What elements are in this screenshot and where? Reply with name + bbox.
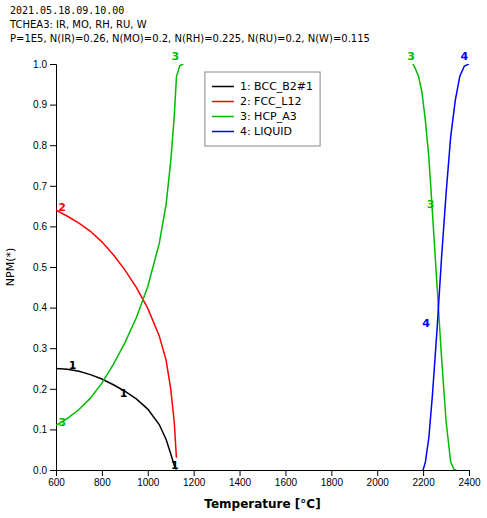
legend-label: 1: BCC_B2#1 <box>240 80 313 93</box>
tick-label: 0.0 <box>33 465 47 476</box>
tick: 800 <box>94 470 111 488</box>
tick-label: 800 <box>94 477 111 488</box>
axis-line <box>57 471 470 477</box>
tick: 0.8 <box>33 140 56 151</box>
tick: 0.5 <box>33 262 56 273</box>
chart: 2021.05.18.09.10.00 TCHEA3: IR, MO, RH, R… <box>0 0 487 518</box>
tick: 0.0 <box>33 465 56 476</box>
tick: 600 <box>48 470 65 488</box>
tick: 0.2 <box>33 384 56 395</box>
y-axis-title: NPM(*) <box>4 248 17 286</box>
tick-mark <box>331 470 332 476</box>
tick-mark <box>285 470 286 476</box>
series-line <box>56 369 176 470</box>
tick-mark <box>50 429 56 430</box>
tick-label: 0.1 <box>33 424 47 435</box>
tick-mark <box>50 105 56 106</box>
tick-mark <box>50 145 56 146</box>
tick: 0.7 <box>33 181 56 192</box>
legend-label: 3: HCP_A3 <box>240 110 297 123</box>
tick: 0.4 <box>33 302 56 313</box>
tick-label: 0.7 <box>33 181 47 192</box>
tick-mark <box>377 470 378 476</box>
subtitle: P=1E5, N(IR)=0.26, N(MO)=0.2, N(RH)=0.22… <box>10 33 370 44</box>
tick-label: 2400 <box>458 477 481 488</box>
curve-label: 2 <box>58 201 66 214</box>
tick: 1600 <box>275 470 298 488</box>
legend-label: 2: FCC_L12 <box>240 95 302 108</box>
tick: 0.3 <box>33 343 56 354</box>
tick-mark <box>50 267 56 268</box>
legend: 1: BCC_B2#1 2: FCC_L12 3: HCP_A3 4: LIQUID <box>205 72 320 146</box>
legend-box <box>205 72 320 146</box>
tick-label: 2000 <box>367 477 390 488</box>
tick: 2000 <box>367 470 390 488</box>
tick-mark <box>50 389 56 390</box>
tick: 0.9 <box>33 99 56 110</box>
curve-label: 3 <box>171 50 179 63</box>
tick-mark <box>50 470 56 471</box>
subtitle: TCHEA3: IR, MO, RH, RU, W <box>9 19 147 30</box>
tick: 2400 <box>458 470 481 488</box>
tick: 1800 <box>321 470 344 488</box>
tick-mark <box>240 470 241 476</box>
tick-mark <box>102 470 103 476</box>
tick-mark <box>50 308 56 309</box>
legend-swatch <box>212 131 234 133</box>
tick-label: 0.3 <box>33 343 47 354</box>
tick-mark <box>423 470 424 476</box>
tick-label: 1200 <box>183 477 206 488</box>
legend-label: 4: LIQUID <box>240 125 292 138</box>
legend-swatch <box>212 101 234 103</box>
tick-label: 2200 <box>412 477 435 488</box>
axis-line <box>50 65 57 471</box>
tick-label: 0.8 <box>33 140 47 151</box>
tick-label: 1400 <box>229 477 252 488</box>
curve-label: 3 <box>407 50 415 63</box>
tick-mark <box>50 64 56 65</box>
curve-label: 4 <box>461 50 469 63</box>
curve-label: 3 <box>59 416 67 429</box>
curve-label: 1 <box>171 459 179 472</box>
tick: 1200 <box>183 470 206 488</box>
x-axis: 600 800 1000 1200 1400 1600 1800 2000 2200 2400 <box>48 470 481 488</box>
legend-swatch <box>212 86 234 88</box>
tick-mark <box>148 470 149 476</box>
tick-label: 0.4 <box>33 302 47 313</box>
tick-mark <box>194 470 195 476</box>
tick: 1400 <box>229 470 252 488</box>
curve-label: 3 <box>427 198 435 211</box>
tick-mark <box>50 348 56 349</box>
tick: 0.1 <box>33 424 56 435</box>
y-axis: 0.0 0.1 0.2 0.3 0.4 0.5 0.6 0.7 0.8 0.9 1.0 <box>33 59 56 476</box>
tick-label: 0.2 <box>33 384 47 395</box>
series-line <box>423 64 469 470</box>
plot: 600 800 1000 1200 1400 1600 1800 2000 2200 2400 0.… <box>33 50 481 488</box>
lines <box>56 64 469 470</box>
tick-label: 0.6 <box>33 221 47 232</box>
legend-swatch <box>212 116 234 118</box>
tick-label: 600 <box>48 477 65 488</box>
series-line <box>56 64 183 425</box>
tick-label: 1.0 <box>33 59 47 70</box>
curve-label: 1 <box>120 387 128 400</box>
tick-mark <box>50 186 56 187</box>
tick: 0.6 <box>33 221 56 232</box>
annotations: 1 1 1 2 3 3 3 3 4 4 <box>58 50 468 471</box>
curve-label: 1 <box>69 359 77 372</box>
tick: 1000 <box>137 470 160 488</box>
tick-mark <box>50 226 56 227</box>
tick-label: 1000 <box>137 477 160 488</box>
curve-label: 4 <box>422 317 430 330</box>
tick-label: 0.5 <box>33 262 47 273</box>
tick: 2200 <box>412 470 435 488</box>
tick-label: 0.9 <box>33 99 47 110</box>
tick-label: 1600 <box>275 477 298 488</box>
x-axis-title: Temperature [°C] <box>204 497 320 511</box>
tick-mark <box>469 470 470 476</box>
tick: 1.0 <box>33 59 56 70</box>
tick-label: 1800 <box>321 477 344 488</box>
series-line <box>413 64 457 470</box>
title: 2021.05.18.09.10.00 <box>10 5 124 16</box>
